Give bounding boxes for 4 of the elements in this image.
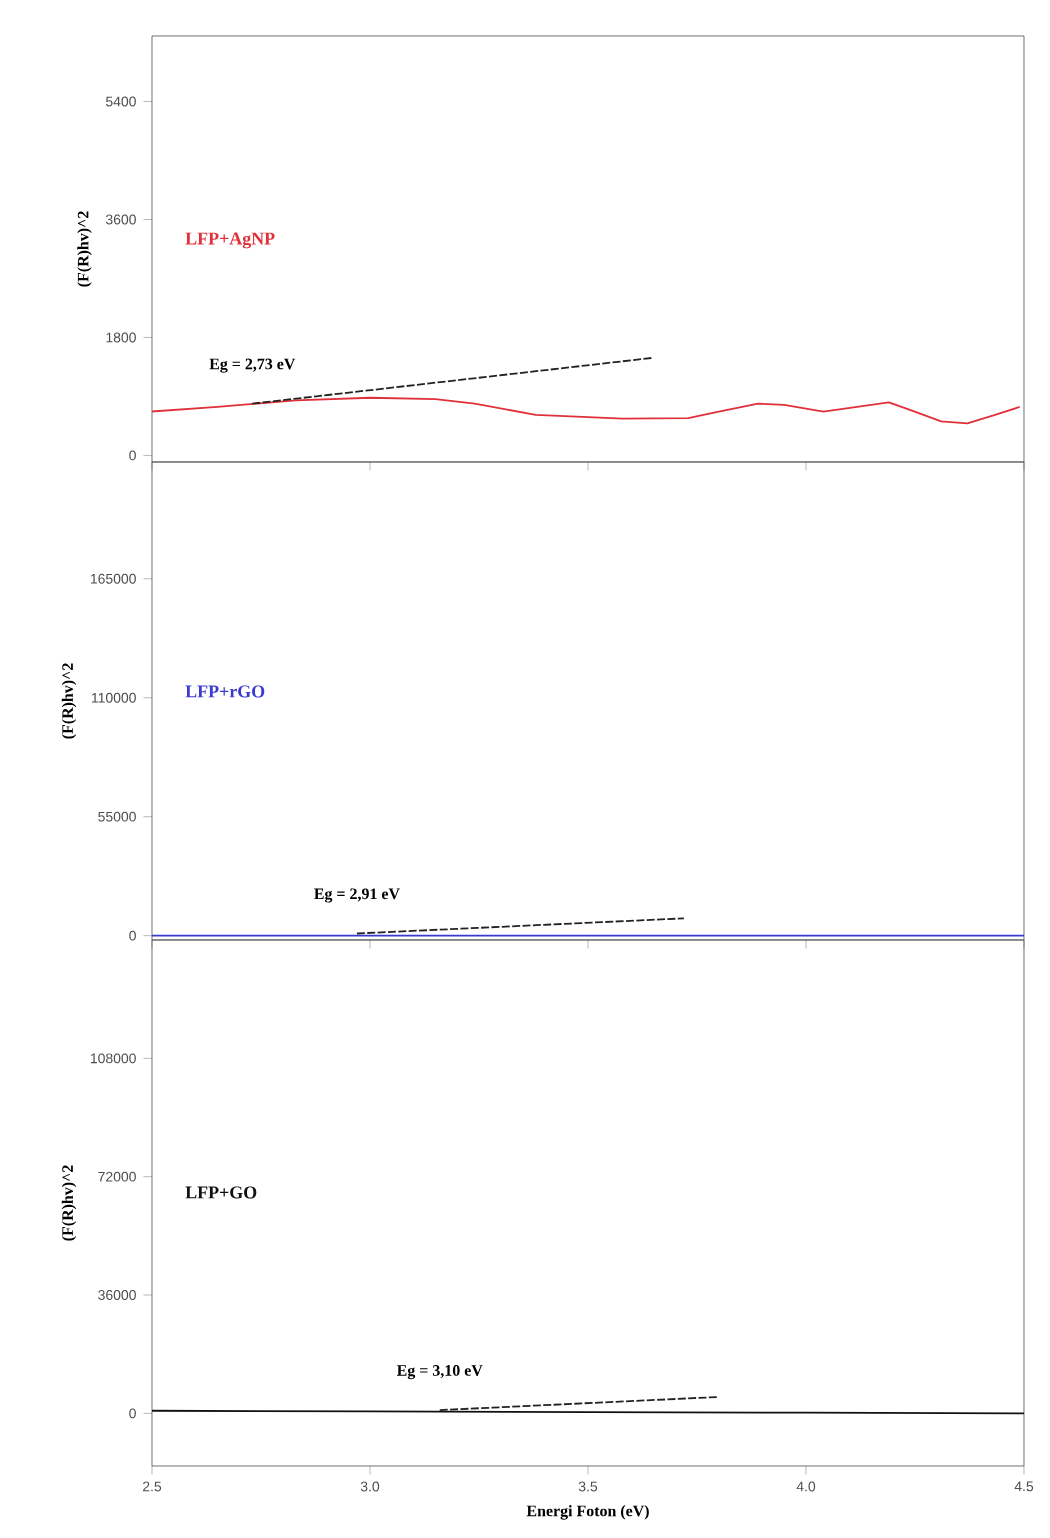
text: LFP+AgNP	[185, 232, 275, 249]
text: LFP+GO	[185, 1186, 257, 1199]
line-series	[151, 396, 1021, 425]
text: LFP+rGO	[185, 685, 265, 698]
